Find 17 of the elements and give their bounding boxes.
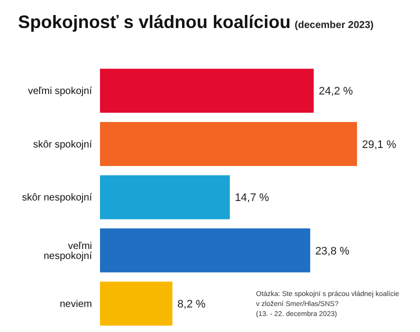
y-tick-label: veľmi spokojní: [28, 86, 92, 98]
chart-title: Spokojnosť s vládnou koalíciou: [18, 12, 291, 32]
chart-subtitle: (december 2023): [294, 20, 374, 31]
bar: [100, 282, 172, 326]
bar: [100, 122, 357, 166]
data-label: 14,7 %: [234, 192, 270, 204]
data-label: 24,2 %: [318, 86, 354, 98]
data-label: 23,8 %: [315, 245, 350, 258]
data-label: 29,1 %: [362, 138, 396, 151]
bar: [100, 228, 310, 272]
y-tick-label: skôr spokojní: [33, 139, 92, 150]
y-tick-label: skôr nespokojní: [22, 192, 92, 204]
y-tick-label: veľmi nespokojní: [44, 240, 92, 262]
bar: [100, 175, 230, 220]
bar: [100, 68, 314, 113]
y-tick-label: neviem: [60, 298, 92, 310]
data-label: 8,2 %: [177, 298, 206, 310]
